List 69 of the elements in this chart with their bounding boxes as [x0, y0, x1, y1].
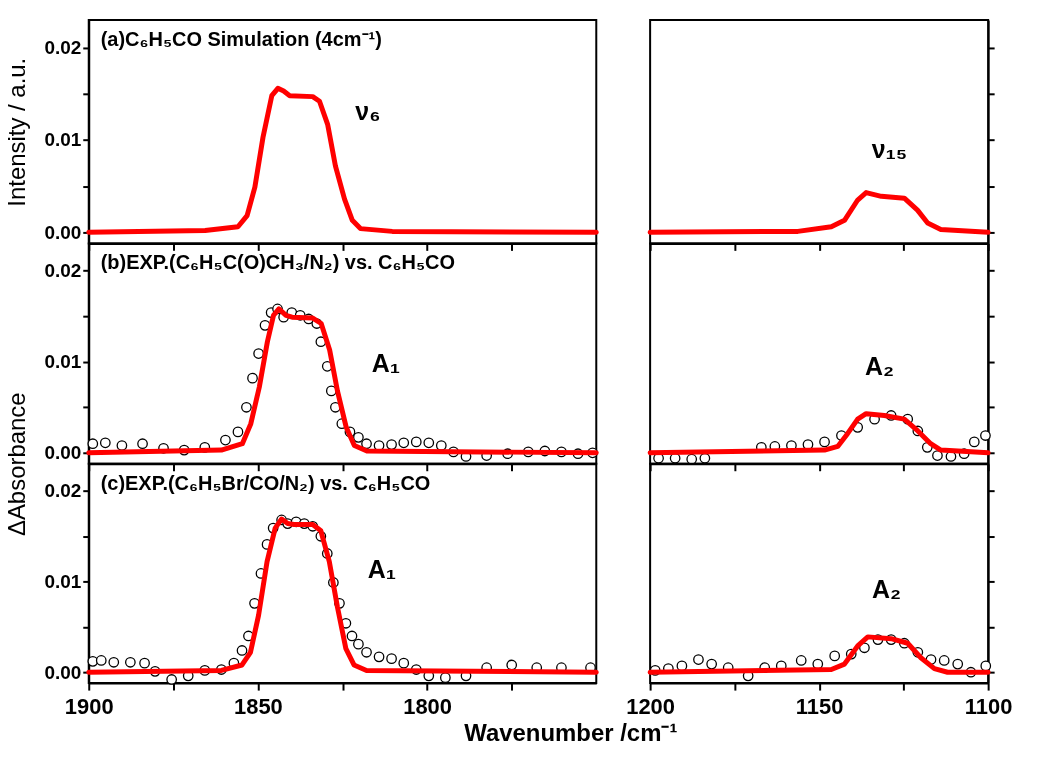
- point: [398, 437, 410, 449]
- point: [932, 450, 943, 461]
- point: [968, 436, 980, 448]
- x-tick-label: 1850: [234, 693, 283, 719]
- point: [346, 630, 358, 642]
- chart-title: (c)EXP.(C₆H₅Br/CO/N₂) vs. C₆H₅CO: [100, 471, 431, 494]
- y-tick-label: 0.02: [44, 37, 82, 59]
- point: [124, 656, 136, 668]
- y-tick-label: 0.00: [44, 442, 82, 464]
- annotation: A₁: [371, 349, 401, 378]
- point: [232, 426, 244, 438]
- point: [241, 401, 252, 413]
- annotation: A₂: [864, 352, 894, 380]
- point: [410, 436, 422, 448]
- x-tick-label: 1100: [964, 693, 1013, 719]
- point: [353, 431, 364, 443]
- y-axis-title: Intensity / a.u.: [3, 57, 31, 207]
- point: [386, 439, 397, 450]
- x-axis-title: Wavenumber /cm⁻¹: [464, 718, 678, 746]
- point: [439, 672, 451, 684]
- point: [952, 658, 964, 670]
- point: [980, 430, 991, 441]
- point: [423, 437, 435, 449]
- point: [829, 650, 841, 662]
- y-tick-label: 0.01: [44, 129, 82, 151]
- y-tick-label: 0.01: [44, 351, 82, 373]
- point: [220, 434, 231, 446]
- point: [247, 372, 258, 384]
- point: [253, 348, 264, 359]
- annotation: A₂: [871, 575, 901, 604]
- point: [87, 438, 99, 450]
- point: [95, 655, 107, 666]
- point: [795, 655, 807, 666]
- point: [139, 657, 150, 669]
- annotation: ν₁₅: [871, 134, 908, 163]
- chart-title: (a)C₆H₅CO Simulation (4cm⁻¹): [100, 27, 382, 50]
- y-tick-label: 0.02: [44, 260, 82, 282]
- point: [236, 645, 248, 656]
- y-tick-label: 0.02: [44, 480, 82, 502]
- point: [386, 653, 397, 665]
- point: [108, 656, 120, 668]
- x-tick-label: 1150: [795, 693, 844, 719]
- y-tick-label: 0.00: [44, 661, 82, 683]
- line-series: [86, 516, 599, 675]
- line-series: [86, 85, 599, 235]
- point: [373, 651, 385, 663]
- x-tick-label: 1900: [64, 693, 114, 719]
- point: [506, 659, 518, 671]
- point: [353, 638, 364, 650]
- x-tick-label: 1800: [403, 693, 452, 719]
- point: [938, 655, 950, 666]
- y-tick-label: 0.00: [44, 221, 82, 243]
- point: [819, 436, 830, 448]
- annotation: ν₆: [355, 96, 381, 125]
- point: [435, 440, 447, 451]
- point: [166, 674, 178, 685]
- x-tick-label: 1200: [626, 693, 676, 719]
- point: [99, 437, 111, 449]
- point: [706, 658, 718, 670]
- point: [361, 438, 372, 450]
- annotation: A₁: [367, 555, 397, 584]
- point: [116, 440, 128, 451]
- y-axis-title: ΔAbsorbance: [3, 392, 31, 537]
- chart-title: (b)EXP.(C₆H₅C(O)CH₃/N₂) vs. C₆H₅CO: [100, 251, 455, 274]
- point: [137, 438, 148, 450]
- point: [693, 654, 704, 665]
- point: [361, 646, 372, 658]
- y-tick-label: 0.01: [44, 571, 82, 593]
- point: [398, 657, 410, 669]
